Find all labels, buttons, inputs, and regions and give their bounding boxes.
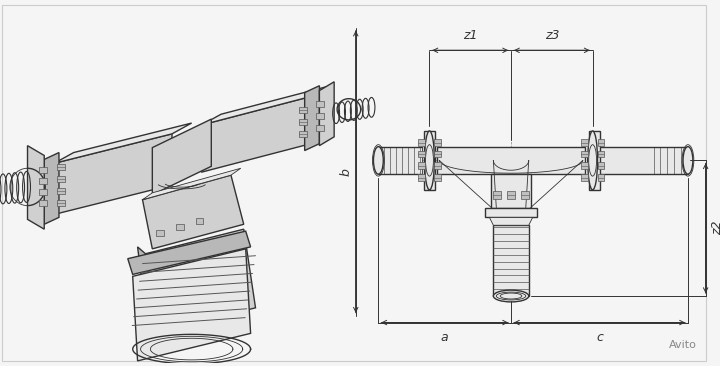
Bar	[493, 225, 528, 296]
Bar	[507, 191, 515, 199]
Bar	[598, 163, 604, 169]
Bar	[521, 191, 528, 199]
Ellipse shape	[588, 131, 598, 190]
Bar	[299, 131, 307, 137]
Ellipse shape	[425, 131, 434, 190]
Bar	[176, 224, 184, 230]
Polygon shape	[202, 96, 315, 172]
Bar	[57, 188, 65, 194]
Bar	[57, 176, 65, 182]
Text: z1: z1	[463, 29, 477, 42]
Polygon shape	[44, 153, 59, 224]
Bar	[40, 167, 48, 173]
Bar	[40, 200, 48, 206]
Bar	[299, 107, 307, 113]
Bar	[196, 219, 204, 224]
Bar	[589, 131, 600, 190]
Bar	[423, 131, 436, 190]
Polygon shape	[491, 174, 531, 208]
Bar	[598, 139, 604, 146]
Polygon shape	[490, 217, 533, 225]
Bar	[418, 139, 425, 146]
Polygon shape	[202, 85, 334, 125]
Polygon shape	[132, 249, 251, 361]
Text: Avito: Avito	[669, 340, 697, 350]
Bar	[600, 147, 688, 174]
Bar	[418, 174, 425, 181]
Bar	[317, 125, 324, 131]
Text: b: b	[339, 168, 352, 176]
Polygon shape	[127, 231, 251, 274]
Bar	[434, 163, 441, 169]
Polygon shape	[138, 247, 157, 332]
Bar	[317, 113, 324, 119]
Polygon shape	[320, 82, 334, 146]
Text: c: c	[596, 331, 603, 344]
Bar	[40, 189, 48, 195]
Ellipse shape	[683, 147, 693, 174]
Bar	[57, 200, 65, 206]
Bar	[40, 178, 48, 184]
Bar	[434, 174, 441, 181]
Ellipse shape	[426, 145, 433, 176]
Bar	[581, 139, 588, 146]
Polygon shape	[54, 123, 192, 163]
Text: z2: z2	[711, 221, 720, 235]
Bar	[581, 174, 588, 181]
Polygon shape	[143, 175, 244, 249]
Polygon shape	[145, 229, 256, 332]
Text: z3: z3	[544, 29, 559, 42]
Bar	[493, 191, 501, 199]
Text: a: a	[441, 331, 449, 344]
Bar	[418, 163, 425, 169]
Bar	[434, 150, 441, 157]
Bar	[156, 230, 164, 236]
Bar	[299, 119, 307, 125]
Polygon shape	[305, 86, 320, 150]
Polygon shape	[54, 134, 172, 214]
Bar	[437, 147, 585, 174]
Bar	[379, 147, 422, 174]
Bar	[434, 139, 441, 146]
Bar	[598, 174, 604, 181]
Polygon shape	[153, 119, 211, 195]
Polygon shape	[27, 146, 44, 229]
Bar	[57, 164, 65, 170]
Bar	[317, 101, 324, 107]
Polygon shape	[143, 168, 240, 200]
Bar	[581, 150, 588, 157]
Ellipse shape	[589, 145, 597, 176]
Bar	[598, 150, 604, 157]
Ellipse shape	[374, 147, 383, 174]
Bar	[581, 163, 588, 169]
Ellipse shape	[493, 290, 528, 302]
Bar	[418, 150, 425, 157]
Bar	[485, 208, 536, 217]
